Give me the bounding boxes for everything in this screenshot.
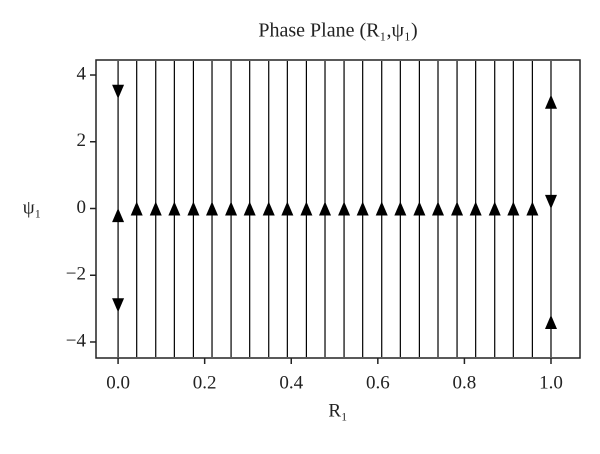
y-axis-label: ψ₁ (23, 197, 42, 218)
arrow-up (168, 201, 181, 216)
arrow-up (544, 94, 557, 109)
arrow-up (225, 201, 238, 216)
arrow-up (338, 201, 351, 216)
x-tick-label: 0.0 (106, 372, 130, 393)
arrow-up (413, 201, 426, 216)
arrow-up (187, 201, 200, 216)
x-tick-label: 0.6 (366, 372, 390, 393)
arrow-up (526, 201, 539, 216)
y-tick-label: −4 (66, 330, 87, 351)
plot-frame (95, 59, 581, 359)
x-tick-label: 0.2 (193, 372, 217, 393)
x-tick-label: 0.8 (453, 372, 477, 393)
arrow-up (394, 201, 407, 216)
arrow-up (112, 208, 125, 223)
arrow-up (262, 201, 275, 216)
x-tick-label: 0.4 (279, 372, 303, 393)
chart-title: Phase Plane (R₁,ψ₁) (258, 20, 417, 42)
x-axis-label: R₁ (328, 400, 347, 421)
arrow-up (375, 201, 388, 216)
arrow-up (507, 201, 520, 216)
x-tick-label: 1.0 (539, 372, 563, 393)
arrow-up (130, 201, 143, 216)
y-tick-label: −2 (66, 264, 86, 285)
arrow-up (300, 201, 313, 216)
arrow-up (281, 201, 294, 216)
arrow-up (488, 201, 501, 216)
arrow-up (451, 201, 464, 216)
arrow-up (206, 201, 219, 216)
arrow-down (112, 84, 125, 99)
arrow-up (469, 201, 482, 216)
arrow-up (544, 314, 557, 329)
y-tick-label: 2 (77, 130, 87, 151)
arrow-down (544, 194, 557, 209)
arrow-up (149, 201, 162, 216)
arrow-up (432, 201, 445, 216)
y-tick-label: 4 (77, 63, 87, 84)
arrow-up (356, 201, 369, 216)
arrow-up (319, 201, 332, 216)
arrow-down (112, 298, 125, 313)
arrow-up (243, 201, 256, 216)
y-tick-label: 0 (77, 197, 87, 218)
